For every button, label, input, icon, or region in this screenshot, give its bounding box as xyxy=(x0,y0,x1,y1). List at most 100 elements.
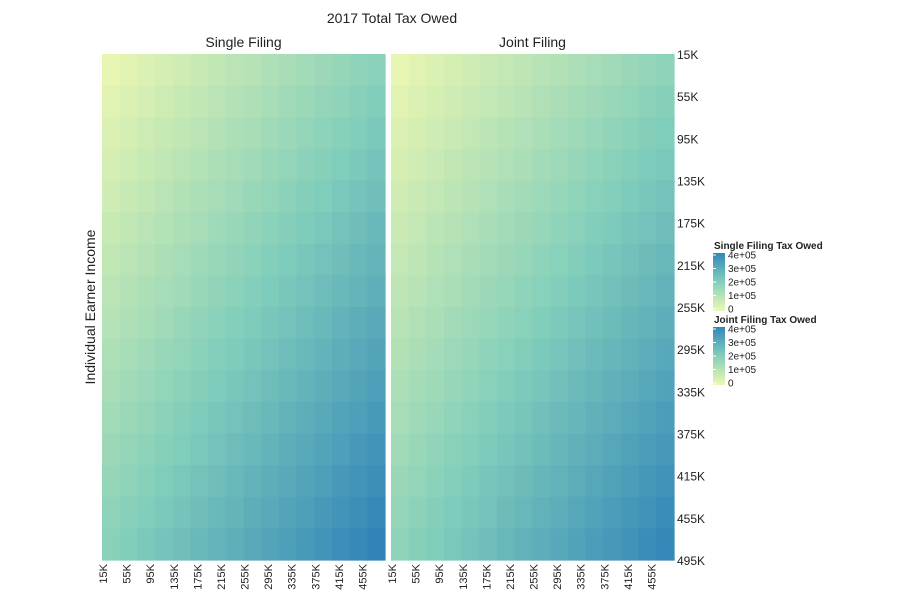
heat-cell xyxy=(172,338,192,371)
heat-cell xyxy=(426,528,445,561)
y-tick-label: 215K xyxy=(677,259,705,273)
heat-cell xyxy=(408,275,427,308)
heat-cell xyxy=(331,180,351,213)
heat-cell xyxy=(208,117,227,150)
heat-cell xyxy=(278,85,298,118)
heat-cell xyxy=(567,401,587,435)
heat-cell xyxy=(243,496,262,529)
legend-colorbar xyxy=(713,327,725,385)
heat-cell xyxy=(225,275,245,308)
heat-cell xyxy=(514,465,534,498)
heat-cell xyxy=(349,148,368,182)
heat-cell xyxy=(172,433,192,466)
heat-cell xyxy=(426,496,445,529)
heat-cell xyxy=(638,433,657,466)
heat-cell xyxy=(408,528,427,561)
y-tick-label: 255K xyxy=(677,301,705,315)
legend-label: 1e+05 xyxy=(728,365,757,376)
heat-cell xyxy=(532,54,551,87)
heat-cell xyxy=(296,465,315,498)
heat-cell xyxy=(408,85,427,118)
heat-cell xyxy=(550,401,569,435)
heat-cell xyxy=(585,307,604,340)
heat-cell xyxy=(603,401,622,435)
heat-cell xyxy=(461,465,481,498)
heat-cell xyxy=(243,148,262,182)
heat-cell xyxy=(567,148,587,182)
heat-cell xyxy=(391,433,410,466)
heat-cell xyxy=(638,465,657,498)
heat-cell xyxy=(426,370,445,403)
heat-cell xyxy=(172,275,192,308)
heat-cell xyxy=(497,496,516,529)
heat-cell xyxy=(444,243,463,276)
heat-cell xyxy=(331,465,351,498)
heat-cell xyxy=(367,243,386,276)
heat-cell xyxy=(349,212,368,245)
heat-cell xyxy=(119,85,138,118)
heat-cell xyxy=(497,465,516,498)
heat-cell xyxy=(119,433,138,466)
heat-cell xyxy=(444,401,463,435)
heat-cell xyxy=(532,117,551,150)
x-tick-label: 375K xyxy=(599,563,611,589)
heat-cell xyxy=(497,180,516,213)
heat-cell xyxy=(331,117,351,150)
heat-cell xyxy=(567,433,587,466)
heat-cell xyxy=(155,433,174,466)
heat-cell xyxy=(391,275,410,308)
heat-cell xyxy=(620,433,640,466)
heat-cell xyxy=(444,465,463,498)
heat-cell xyxy=(461,117,481,150)
heat-cell xyxy=(243,401,262,435)
heat-cell xyxy=(261,275,280,308)
y-tick-label: 175K xyxy=(677,217,705,231)
x-tick-label: 55K xyxy=(122,563,134,583)
heat-cell xyxy=(208,465,227,498)
heat-cell xyxy=(278,433,298,466)
heat-cell xyxy=(314,401,333,435)
heat-cell xyxy=(497,117,516,150)
heat-cell xyxy=(225,496,245,529)
heat-cell xyxy=(314,212,333,245)
heat-cell xyxy=(243,117,262,150)
heat-cell xyxy=(603,243,622,276)
heat-cell xyxy=(567,370,587,403)
heat-cell xyxy=(620,370,640,403)
heat-cell xyxy=(349,275,368,308)
y-tick-label: 15K xyxy=(677,48,698,62)
heat-cell xyxy=(585,338,604,371)
heat-cell xyxy=(349,401,368,435)
heat-cell xyxy=(367,370,386,403)
heat-cell xyxy=(208,54,227,87)
heat-cell xyxy=(155,117,174,150)
y-tick-label: 455K xyxy=(677,512,705,526)
heat-cell xyxy=(585,528,604,561)
heat-cell xyxy=(278,243,298,276)
heat-cell xyxy=(119,370,138,403)
heat-cell xyxy=(208,307,227,340)
heat-cell xyxy=(172,212,192,245)
heat-cell xyxy=(532,148,551,182)
heat-cell xyxy=(278,401,298,435)
heat-cell xyxy=(656,465,675,498)
heat-cell xyxy=(102,433,121,466)
x-tick-label: 215K xyxy=(216,563,228,589)
heat-cell xyxy=(119,117,138,150)
heat-cell xyxy=(603,528,622,561)
heat-cell xyxy=(296,212,315,245)
heat-cell xyxy=(620,212,640,245)
panel-0: Single Filing 15K 55K 95K 135K 175K 215K 255K 29… xyxy=(98,34,386,590)
heat-cell xyxy=(479,85,498,118)
heat-cell xyxy=(461,433,481,466)
heat-cell xyxy=(225,370,245,403)
heat-cell xyxy=(278,275,298,308)
heat-cell xyxy=(119,243,138,276)
heat-cell xyxy=(102,212,121,245)
heat-cell xyxy=(296,275,315,308)
heat-cell xyxy=(331,528,351,561)
heat-cell xyxy=(225,212,245,245)
heat-cell xyxy=(261,401,280,435)
heat-cell xyxy=(391,496,410,529)
heat-cell xyxy=(444,307,463,340)
